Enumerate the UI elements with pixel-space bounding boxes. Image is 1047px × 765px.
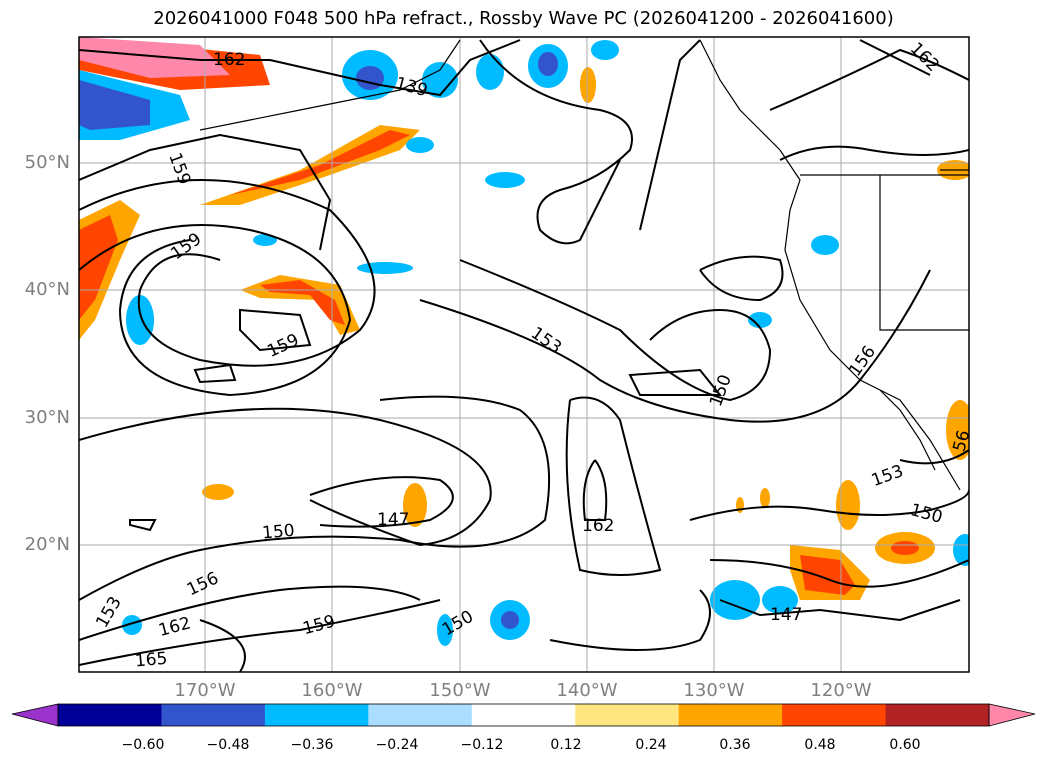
colorbar-cell (678, 704, 783, 726)
height-contours (79, 39, 969, 672)
colorbar-tick-label: 0.60 (889, 737, 921, 753)
colorbar-tick-label: −0.48 (206, 737, 250, 753)
lon-label-160w: 160°W (301, 680, 363, 701)
colorbar-tick-label: −0.12 (460, 737, 504, 753)
lat-label-30n: 30°N (24, 407, 70, 428)
lon-label-140w: 140°W (556, 680, 618, 701)
contour-label: 162 (906, 39, 943, 76)
colorbar-extend-low (11, 703, 59, 727)
contour-label: 159 (167, 229, 205, 264)
lat-label-20n: 20°N (24, 534, 70, 555)
colorbar-cell (885, 704, 990, 726)
colorbar-cell (471, 704, 576, 726)
contour-label: 150 (706, 372, 736, 409)
colorbar-tick-label: 0.36 (719, 737, 751, 753)
shaded-anomalies (79, 37, 969, 646)
colorbar-tick-label: 0.24 (635, 737, 667, 753)
lon-label-120w: 120°W (810, 680, 872, 701)
colorbar-tick-label: −0.36 (290, 737, 334, 753)
colorbar-cell (575, 704, 680, 726)
colorbar-cell (58, 704, 162, 726)
contour-label: 150 (261, 521, 295, 544)
contour-label: 165 (134, 649, 168, 672)
colorbar-cell (368, 704, 473, 726)
colorbar-cell (161, 704, 266, 726)
colorbar-cell (782, 704, 887, 726)
contour-label: 150 (908, 500, 945, 528)
colorbar-tick-label: −0.24 (375, 737, 419, 753)
contour-label: 147 (377, 510, 409, 530)
contour-label: 153 (869, 461, 906, 491)
contour-label: 162 (582, 516, 614, 536)
contour-label: 56 (950, 428, 975, 454)
colorbar-tick-label: 0.48 (804, 737, 836, 753)
lon-label-150w: 150°W (429, 680, 491, 701)
map-title: 2026041000 F048 500 hPa refract., Rossby… (153, 8, 894, 29)
lat-label-50n: 50°N (24, 152, 70, 173)
lon-label-130w: 130°W (683, 680, 745, 701)
colorbar (11, 703, 1036, 727)
contour-label: 159 (264, 330, 302, 362)
coastlines (199, 39, 969, 491)
map-frame (78, 36, 970, 673)
map-panel: 162 159 159 159 153 150 156 150 147 162 … (78, 36, 975, 673)
contour-label: 156 (184, 568, 222, 600)
colorbar-tick-label: −0.60 (121, 737, 165, 753)
contour-label: 162 (157, 613, 194, 641)
lon-label-170w: 170°W (174, 680, 236, 701)
contour-label: 153 (527, 323, 565, 358)
lat-label-40n: 40°N (24, 279, 70, 300)
colorbar-cell (264, 704, 369, 726)
contour-label: 162 (213, 50, 245, 70)
colorbar-tick-label: 0.12 (550, 737, 582, 753)
contour-label: 147 (770, 605, 802, 625)
graticule (79, 37, 969, 672)
colorbar-extend-high (988, 703, 1036, 727)
